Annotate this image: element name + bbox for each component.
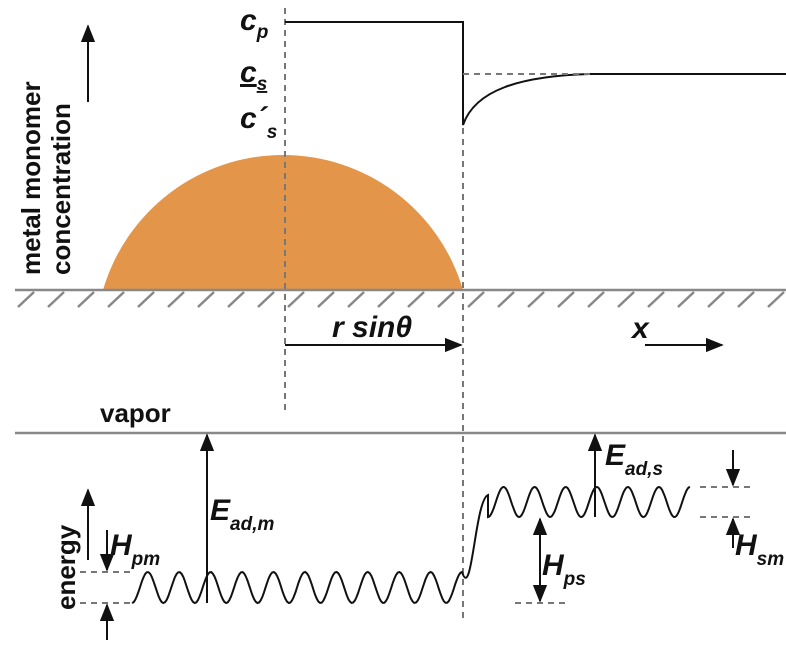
- hatch-stroke: [168, 292, 184, 307]
- label: Ead,s: [605, 439, 663, 480]
- hatch-stroke: [558, 292, 574, 307]
- hatch-stroke: [378, 292, 394, 307]
- diagram: metal monomer concentration cp cs c´s r …: [0, 0, 786, 646]
- hatch-stroke: [648, 292, 664, 307]
- distance-label: r sinθ: [332, 311, 412, 344]
- hatch-stroke: [768, 292, 784, 307]
- hatch-stroke: [498, 292, 514, 307]
- axis-label: concentration: [46, 103, 76, 275]
- hatch-stroke: [738, 292, 754, 307]
- hatch-stroke: [108, 292, 124, 307]
- hatch-stroke: [438, 292, 454, 307]
- hatch-stroke: [318, 292, 334, 307]
- hatch-stroke: [348, 292, 364, 307]
- label: Hpm: [110, 529, 160, 570]
- hatch-stroke: [408, 292, 424, 307]
- hatch-stroke: [288, 292, 304, 307]
- axis-label: energy: [51, 524, 81, 610]
- hatch-stroke: [18, 292, 34, 307]
- hatch-stroke: [588, 292, 604, 307]
- hatch-stroke: [138, 292, 154, 307]
- axis-label: metal monomer: [16, 81, 46, 275]
- label: Hsm: [735, 529, 784, 570]
- hatch-stroke: [78, 292, 94, 307]
- x-label: x: [630, 312, 650, 345]
- droplet: [103, 155, 463, 290]
- label: Ead,m: [210, 494, 274, 535]
- hatch-stroke: [678, 292, 694, 307]
- label: cs: [240, 56, 267, 95]
- hatch-stroke: [618, 292, 634, 307]
- label: c´s: [240, 102, 277, 143]
- hatch-stroke: [468, 292, 484, 307]
- substrate-hatch: [18, 292, 784, 307]
- hatch-stroke: [528, 292, 544, 307]
- hatch-stroke: [198, 292, 214, 307]
- label: cp: [240, 4, 268, 43]
- vapor-label: vapor: [100, 398, 171, 428]
- concentration-profile: [285, 22, 786, 125]
- hatch-stroke: [48, 292, 64, 307]
- hatch-stroke: [228, 292, 244, 307]
- label: Hps: [542, 549, 586, 590]
- hatch-stroke: [258, 292, 274, 307]
- hatch-stroke: [708, 292, 724, 307]
